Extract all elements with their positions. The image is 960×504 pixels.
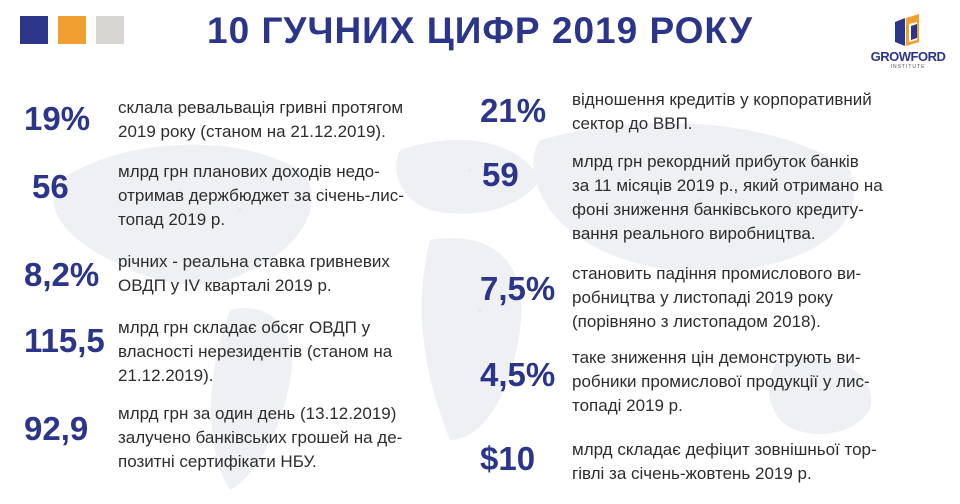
fact-text-line: таке зниження цін демонструють ви- xyxy=(572,348,861,367)
fact-text-line: гівлі за січень-жовтень 2019 р. xyxy=(572,464,812,483)
fact-text-line: власності нерезидентів (станом на xyxy=(118,342,393,361)
fact-text-line: сектор до ВВП. xyxy=(572,114,693,133)
growford-logo: GROWFORD INSTITUTE xyxy=(868,12,948,70)
fact-text: млрд грн складає обсяг ОВДП у власності … xyxy=(118,316,392,388)
fact-text-line: робництва у листопаді 2019 року xyxy=(572,288,833,307)
fact-text: млрд складає дефіцит зовнішньої тор- гів… xyxy=(572,438,877,486)
logo-name: GROWFORD xyxy=(870,49,946,64)
fact-text-line: млрд грн планових доходів недо- xyxy=(118,162,380,181)
fact-number: 56 xyxy=(32,168,69,205)
fact-text: млрд грн планових доходів недо- отримав … xyxy=(118,160,404,232)
fact-text-line: 21.12.2019). xyxy=(118,366,214,385)
fact-text-line: склала ревальвація гривні протягом xyxy=(118,98,404,117)
fact-number: $10 xyxy=(480,440,536,477)
fact-text-line: (порівняно з листопадом 2018). xyxy=(572,312,821,331)
fact-text-line: залучено банківських грошей на де- xyxy=(118,428,403,447)
decorative-squares xyxy=(20,16,124,44)
fact-number: 115,5 xyxy=(24,322,105,359)
fact-text: становить падіння промислового ви- робни… xyxy=(572,262,861,334)
fact-text-line: становить падіння промислового ви- xyxy=(572,264,862,283)
fact-text-line: млрд складає дефіцит зовнішньої тор- xyxy=(572,440,877,459)
world-map-background xyxy=(53,123,872,490)
fact-number: 4,5% xyxy=(480,356,556,393)
square-gray xyxy=(96,16,124,44)
square-blue xyxy=(20,16,48,44)
square-orange xyxy=(58,16,86,44)
fact-text: річних - реальна ставка гривневих ОВДП у… xyxy=(118,250,390,298)
fact-text-line: за 11 місяців 2019 р., який отримано на xyxy=(572,176,883,195)
fact-text: відношення кредитів у корпоративний сект… xyxy=(572,88,872,136)
fact-text-line: робники промислової продукції у лис- xyxy=(572,372,870,391)
fact-number: 19% xyxy=(24,100,91,137)
fact-text-line: фоні зниження банківського кредиту- xyxy=(572,200,864,219)
fact-text-line: 2019 року (станом на 21.12.2019). xyxy=(118,122,386,141)
fact-text-line: топад 2019 р. xyxy=(118,210,226,229)
fact-number: 59 xyxy=(482,156,519,193)
fact-text: склала ревальвація гривні протягом 2019 … xyxy=(118,96,403,144)
fact-text-line: річних - реальна ставка гривневих xyxy=(118,252,390,271)
fact-text-line: отримав держбюджет за січень-лис- xyxy=(118,186,404,205)
growford-logo-icon xyxy=(895,14,919,46)
logo-subtitle: INSTITUTE xyxy=(890,64,926,70)
fact-text: млрд грн рекордний прибуток банків за 11… xyxy=(572,150,883,246)
fact-text-line: ОВДП у IV кварталі 2019 р. xyxy=(118,276,332,295)
fact-text: таке зниження цін демонструють ви- робни… xyxy=(572,346,870,418)
fact-text-line: відношення кредитів у корпоративний xyxy=(572,90,872,109)
fact-text-line: топаді 2019 р. xyxy=(572,396,683,415)
fact-text-line: позитні сертифікати НБУ. xyxy=(118,452,317,471)
fact-text-line: млрд грн за один день (13.12.2019) xyxy=(118,404,397,423)
fact-text-line: вання реального виробництва. xyxy=(572,224,816,243)
fact-number: 92,9 xyxy=(24,410,89,447)
page-title: 10 ГУЧНИХ ЦИФР 2019 РОКУ xyxy=(207,10,753,51)
fact-number: 7,5% xyxy=(480,270,556,307)
fact-number: 8,2% xyxy=(24,256,100,293)
fact-text-line: млрд грн рекордний прибуток банків xyxy=(572,152,859,171)
fact-text-line: млрд грн складає обсяг ОВДП у xyxy=(118,318,371,337)
fact-number: 21% xyxy=(480,92,547,129)
fact-text: млрд грн за один день (13.12.2019) залуч… xyxy=(118,402,402,474)
